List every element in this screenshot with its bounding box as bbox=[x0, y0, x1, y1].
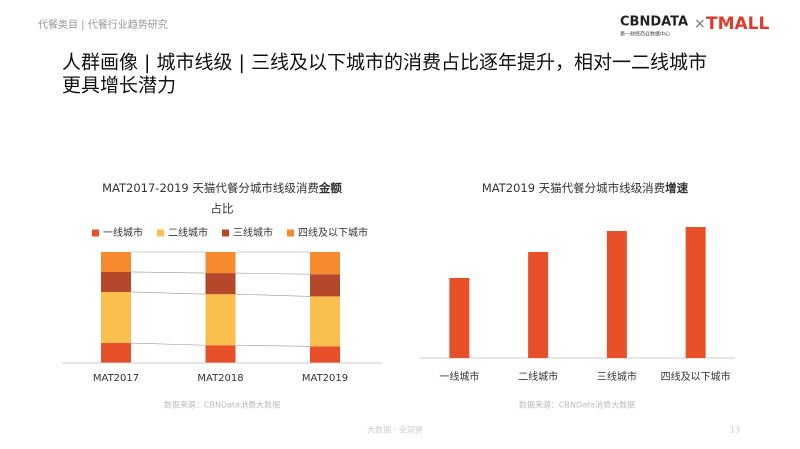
chart-title-part: MAT2019 天猫代餐分城市线级消费 bbox=[482, 181, 665, 195]
connector bbox=[235, 272, 311, 275]
logo-sep: × bbox=[694, 16, 706, 32]
breadcrumb: 代餐类目 | 代餐行业趋势研究 bbox=[38, 18, 168, 31]
x-tick-label: 四线及以下城市 bbox=[661, 370, 731, 383]
x-tick-label: 三线城市 bbox=[597, 370, 637, 383]
page-title: 更具增长潜力 bbox=[62, 75, 176, 97]
chart-title-bold: 金额 bbox=[318, 181, 342, 195]
chart-title: 占比 bbox=[211, 202, 234, 216]
source: 数据来源：CBNData消费大数据 bbox=[164, 400, 280, 410]
chart-title-part: MAT2017-2019 天猫代餐分城市线级消费 bbox=[102, 181, 319, 195]
connector bbox=[235, 293, 311, 297]
bar bbox=[449, 278, 470, 358]
legend-swatch bbox=[287, 229, 294, 237]
legend-label: 四线及以下城市 bbox=[298, 226, 368, 239]
legend-swatch bbox=[157, 229, 164, 237]
connector bbox=[130, 291, 206, 295]
connector bbox=[130, 342, 206, 346]
bar-segment bbox=[310, 274, 340, 297]
bar-segment bbox=[205, 252, 236, 274]
chart-title: MAT2017-2019 天猫代餐分城市线级消费金额 bbox=[102, 181, 342, 195]
bar-segment bbox=[101, 291, 131, 344]
logo-cbn-sub: 第一财经商业数据中心 bbox=[620, 31, 670, 38]
bar-segment bbox=[205, 273, 236, 295]
bar bbox=[528, 252, 549, 358]
connector bbox=[130, 271, 206, 274]
x-tick-label: 一线城市 bbox=[439, 370, 479, 383]
connector bbox=[235, 344, 311, 347]
bar-segment bbox=[205, 345, 236, 363]
legend-label: 一线城市 bbox=[103, 226, 143, 239]
x-tick-label: MAT2018 bbox=[197, 373, 243, 384]
x-tick-label: 二线城市 bbox=[518, 370, 558, 383]
logo-cbn: CBNDATA bbox=[620, 15, 688, 30]
legend-label: 三线城市 bbox=[233, 226, 273, 239]
bar-segment bbox=[101, 271, 131, 292]
bar bbox=[685, 227, 706, 358]
bar bbox=[606, 231, 627, 358]
x-tick-label: MAT2017 bbox=[93, 373, 139, 384]
page-title: 人群画像 | 城市线级 | 三线及以下城市的消费占比逐年提升，相对一二线城市 bbox=[62, 52, 707, 74]
chart-title: MAT2019 天猫代餐分城市线级消费增速 bbox=[482, 181, 689, 195]
legend-swatch bbox=[222, 229, 229, 237]
footer: 大数据 · 全洞察 bbox=[367, 425, 423, 435]
bar-segment bbox=[101, 252, 131, 272]
chart-title-bold: 增速 bbox=[665, 181, 688, 195]
legend-label: 二线城市 bbox=[168, 226, 208, 239]
bar-segment bbox=[310, 296, 340, 347]
x-tick-label: MAT2019 bbox=[302, 373, 348, 384]
bar-segment bbox=[205, 294, 236, 346]
logo-tmall: TMALL bbox=[706, 14, 770, 34]
legend-swatch bbox=[92, 229, 99, 237]
bar-segment bbox=[101, 343, 131, 363]
bar-segment bbox=[310, 252, 340, 275]
bar-segment bbox=[310, 346, 340, 363]
page-number: 13 bbox=[730, 426, 740, 435]
source: 数据来源：CBNData消费大数据 bbox=[519, 400, 635, 410]
